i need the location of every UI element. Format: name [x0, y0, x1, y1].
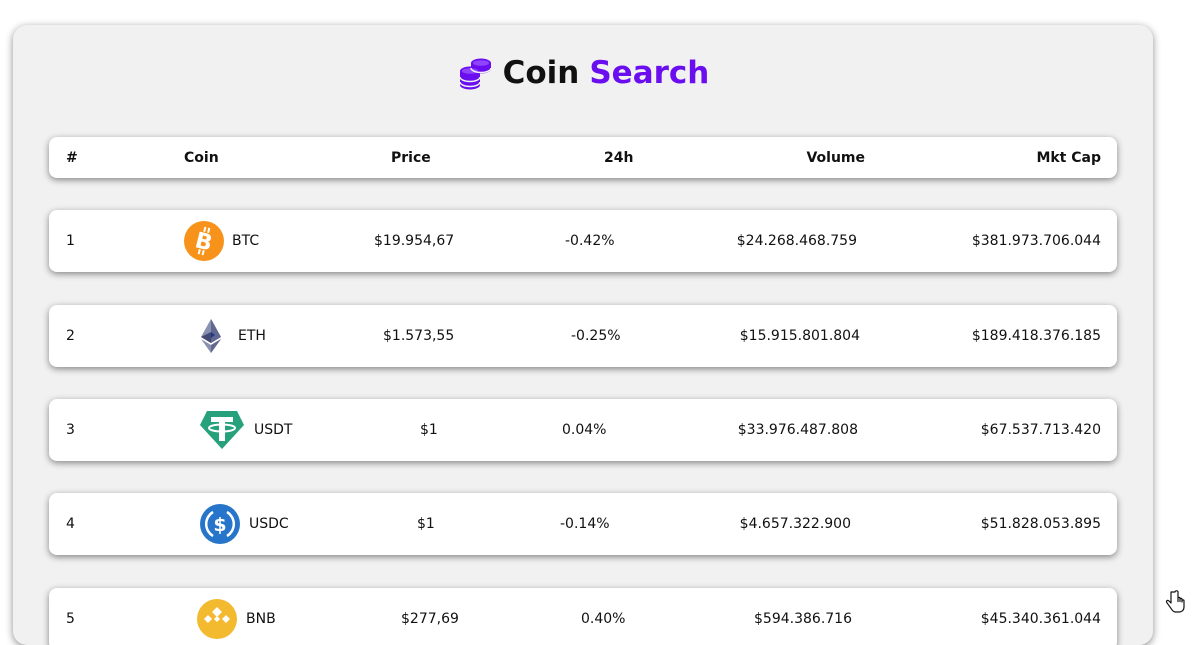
row-volume: $594.386.716 [754, 611, 852, 627]
row-price: $1.573,55 [383, 328, 455, 344]
row-rank: 4 [66, 516, 75, 532]
table-row[interactable]: 2 ETH $1.573,55 -0.25% $15.915.801.804 $… [49, 305, 1117, 367]
row-24h: 0.40% [581, 611, 626, 627]
row-24h: -0.25% [571, 328, 621, 344]
row-rank: 2 [66, 328, 75, 344]
page-title: Coin Search [13, 55, 1153, 91]
row-rank: 3 [66, 422, 75, 438]
row-volume: $24.268.468.759 [736, 233, 857, 249]
title-word-coin: Coin [502, 55, 580, 91]
row-mkt-cap: $381.973.706.044 [971, 233, 1101, 249]
row-mkt-cap: $189.418.376.185 [971, 328, 1101, 344]
table-row[interactable]: 3 USDT $1 0.04% $33.976.487.808 $67.537.… [49, 399, 1117, 461]
row-24h: -0.14% [560, 516, 610, 532]
ethereum-icon [201, 319, 221, 353]
table-row[interactable]: 4 $ USDC $1 -0.14% $4.657.322.900 $51.82… [49, 493, 1117, 555]
row-mkt-cap: $51.828.053.895 [980, 516, 1101, 532]
row-volume: $15.915.801.804 [739, 328, 860, 344]
row-24h: -0.42% [565, 233, 615, 249]
svg-text:B: B [192, 228, 214, 256]
coins-icon [458, 58, 492, 90]
row-symbol: BTC [232, 233, 260, 249]
row-symbol: USDT [254, 422, 293, 438]
row-mkt-cap: $67.537.713.420 [980, 422, 1101, 438]
tether-icon [200, 411, 244, 449]
header-coin[interactable]: Coin [184, 149, 219, 166]
svg-text:$: $ [213, 514, 226, 536]
row-symbol: USDC [249, 516, 289, 532]
row-price: $1 [420, 422, 438, 438]
table-row[interactable]: 5 BNB $277,69 0.40% $594.386.716 $45.340… [49, 588, 1117, 645]
table-header: # Coin Price 24h Volume Mkt Cap [49, 137, 1117, 178]
header-price[interactable]: Price [391, 149, 431, 166]
bnb-icon [197, 599, 237, 639]
row-volume: $33.976.487.808 [737, 422, 858, 438]
hand-pointer-icon [1165, 590, 1185, 613]
row-rank: 5 [66, 611, 75, 627]
table-row[interactable]: 1 B BTC $19.954,67 -0.42% $24.268.468.75… [49, 210, 1117, 272]
title-word-search: Search [589, 55, 710, 91]
bitcoin-icon: B [184, 221, 224, 261]
row-symbol: BNB [246, 611, 276, 627]
header-rank: # [66, 149, 78, 166]
row-mkt-cap: $45.340.361.044 [980, 611, 1101, 627]
row-symbol: ETH [238, 328, 266, 344]
header-mkt-cap[interactable]: Mkt Cap [1036, 149, 1101, 166]
row-price: $277,69 [401, 611, 459, 627]
coin-search-card: Coin Search # Coin Price 24h Volume Mkt … [13, 25, 1153, 645]
usdc-icon: $ [200, 504, 240, 544]
row-rank: 1 [66, 233, 75, 249]
row-price: $1 [417, 516, 435, 532]
header-volume[interactable]: Volume [806, 149, 865, 166]
row-24h: 0.04% [562, 422, 607, 438]
row-volume: $4.657.322.900 [739, 516, 851, 532]
row-price: $19.954,67 [374, 233, 455, 249]
header-24h[interactable]: 24h [604, 149, 634, 166]
